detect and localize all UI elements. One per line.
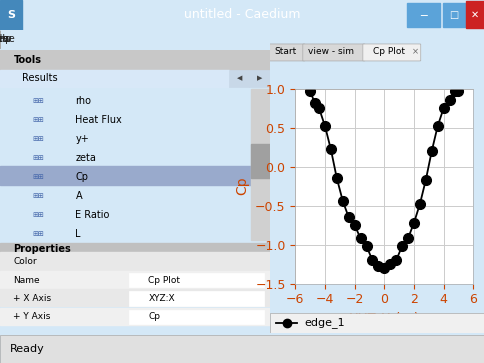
Bar — [0, 243, 270, 254]
FancyBboxPatch shape — [269, 44, 305, 61]
Bar — [129, 273, 264, 287]
Text: Cp: Cp — [148, 313, 160, 321]
Text: ⊞⊞: ⊞⊞ — [32, 193, 44, 199]
Text: ─: ─ — [420, 10, 427, 20]
Text: Start: Start — [274, 48, 296, 56]
Text: edge_1: edge_1 — [304, 317, 345, 329]
Text: XYZ:X: XYZ:X — [148, 294, 175, 303]
Bar — [407, 3, 440, 27]
Text: Cp Plot: Cp Plot — [148, 276, 180, 285]
Text: Cp: Cp — [76, 172, 89, 182]
Bar — [129, 310, 264, 324]
Bar — [0, 271, 270, 288]
Text: Cp Plot: Cp Plot — [373, 48, 405, 56]
Bar — [0, 308, 270, 325]
Text: Tools: Tools — [14, 55, 42, 65]
Text: Ready: Ready — [10, 344, 45, 354]
Text: Heat Flux: Heat Flux — [76, 115, 122, 125]
Bar — [466, 1, 484, 28]
X-axis label: XYZ:X (m): XYZ:X (m) — [349, 312, 420, 326]
Text: Results: Results — [22, 73, 57, 83]
Text: E Ratio: E Ratio — [76, 210, 110, 220]
Text: New: New — [0, 34, 11, 44]
Text: ⊞⊞: ⊞⊞ — [32, 136, 44, 142]
Text: ⊞⊞: ⊞⊞ — [32, 231, 44, 237]
Bar — [0, 70, 229, 87]
Bar — [251, 89, 270, 240]
Text: File: File — [0, 34, 8, 44]
Text: zeta: zeta — [76, 153, 96, 163]
Bar — [0, 166, 270, 185]
FancyBboxPatch shape — [303, 44, 365, 61]
Text: ⊞⊞: ⊞⊞ — [32, 212, 44, 218]
Bar — [229, 70, 249, 87]
Text: + X Axis: + X Axis — [14, 294, 52, 303]
Text: ×: × — [412, 48, 419, 56]
Text: ⊞⊞: ⊞⊞ — [32, 174, 44, 180]
Text: Name: Name — [14, 276, 40, 285]
Text: S: S — [7, 10, 15, 20]
Text: A: A — [76, 191, 82, 201]
Text: Help: Help — [0, 34, 12, 44]
Text: ⊞⊞: ⊞⊞ — [32, 117, 44, 123]
Text: ⊞⊞: ⊞⊞ — [32, 155, 44, 161]
Y-axis label: Cp: Cp — [236, 177, 250, 195]
Text: untitled - Caedium: untitled - Caedium — [184, 8, 300, 21]
Text: ⊞⊞: ⊞⊞ — [32, 98, 44, 104]
Text: + Y Axis: + Y Axis — [14, 313, 51, 321]
Bar — [249, 70, 270, 87]
Text: view - sim: view - sim — [308, 48, 354, 56]
Text: ✕: ✕ — [471, 10, 479, 20]
Text: y+: y+ — [76, 134, 89, 144]
Text: Color: Color — [14, 257, 37, 266]
Bar — [0, 0, 22, 30]
Text: ◀: ◀ — [237, 76, 242, 81]
Bar — [129, 291, 264, 306]
Text: ▶: ▶ — [257, 76, 262, 81]
Text: Home: Home — [0, 34, 15, 44]
Text: rho: rho — [76, 96, 91, 106]
Bar — [0, 289, 270, 306]
Bar — [443, 3, 465, 27]
Text: L: L — [76, 229, 81, 239]
Bar — [251, 144, 270, 178]
Bar — [0, 253, 270, 269]
Text: Properties: Properties — [14, 244, 71, 254]
Text: □: □ — [449, 10, 458, 20]
FancyBboxPatch shape — [363, 44, 421, 61]
Bar — [0, 50, 270, 70]
